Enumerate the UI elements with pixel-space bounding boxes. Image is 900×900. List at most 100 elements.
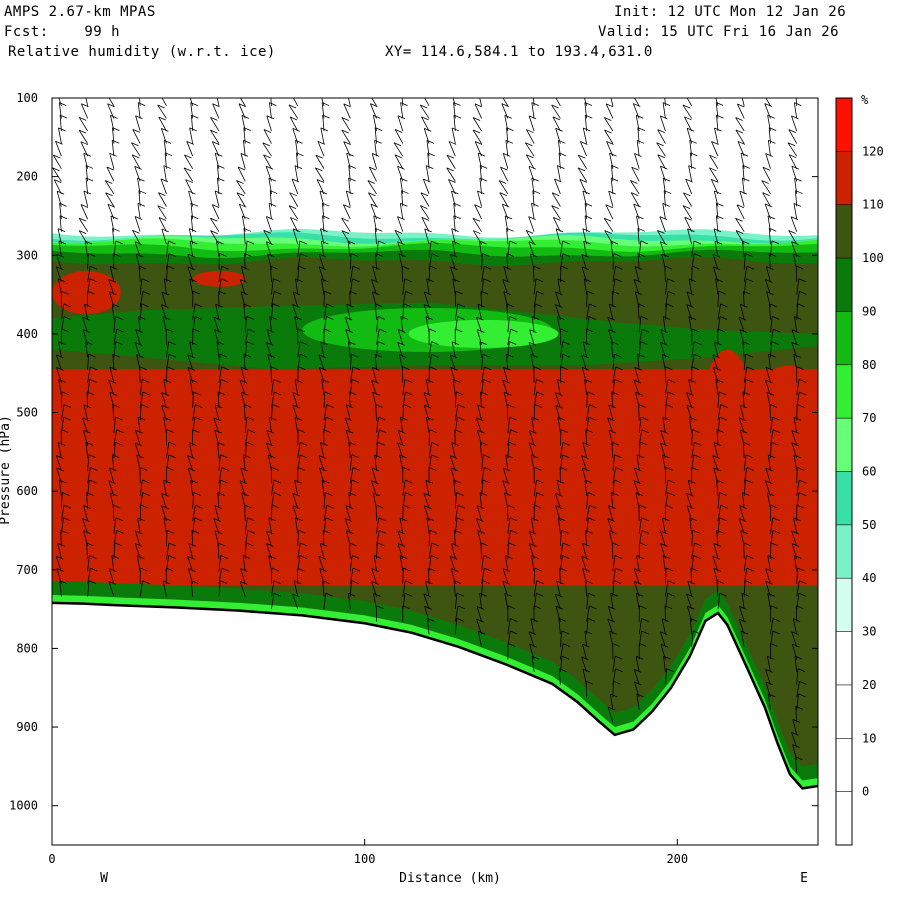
wind-barb-flag [604,129,612,134]
wind-barb [158,192,167,207]
wind-barb-flag [529,530,537,535]
wind-barb [57,543,62,559]
wind-barb-flag [665,504,673,509]
wind-barb [713,467,719,484]
wind-barb-flag [507,504,515,509]
wind-barb-flag [477,505,485,509]
wind-barb-flag [220,378,229,383]
wind-barb-flag [480,542,488,547]
wind-barb [263,230,272,245]
wind-barb [767,593,771,610]
rh-moist-region-9 [758,365,818,429]
wind-barb [764,379,771,396]
wind-barb-flag [214,329,222,333]
wind-barb-flag [555,593,563,598]
wind-barb-flag [373,114,381,119]
wind-barb-flag [454,529,462,534]
wind-barb [481,454,484,471]
wind-barb-flag [739,606,747,610]
wind-barb-flag [714,90,721,93]
wind-barb-flag [610,592,618,597]
wind-barb-flag [294,165,303,169]
wind-barb [691,429,693,446]
wind-barb [210,230,220,245]
wind-barb-flag [531,555,539,559]
wind-barb [192,505,196,522]
wind-barb-flag [740,303,748,308]
wind-barb-flag [221,366,229,371]
wind-barb [135,253,141,270]
wind-barb [551,104,561,119]
wind-barb [794,316,798,333]
wind-barb [428,454,432,471]
wind-barb-flag [692,265,700,270]
wind-barb-flag [322,529,331,534]
east-label: E [800,871,808,886]
wind-barb-flag [745,454,754,459]
wind-barb [770,618,774,635]
wind-barb-flag [115,316,123,320]
wind-barb-flag [712,354,721,359]
wind-barb-flag [684,216,692,221]
wind-barb-flag [694,542,702,547]
wind-barb-flag [526,129,534,133]
wind-barb [559,567,561,584]
wind-barb [349,253,352,270]
wind-barb-flag [161,505,169,510]
wind-barb [558,668,561,685]
wind-barb-flag [137,202,146,207]
wind-barb [322,215,325,232]
wind-barb-flag [271,466,279,471]
wind-barb-flag [637,127,646,132]
wind-barb-flag [716,114,724,119]
wind-barb-flag [84,240,93,245]
wind-barb-flag [560,366,568,371]
wind-barb-flag [448,179,456,183]
wind-barb [581,556,588,572]
wind-barb [502,379,509,396]
wind-barb-flag [215,303,223,308]
wind-barb [215,304,220,320]
wind-barb-flag [506,127,514,132]
wind-barb-flag [142,580,150,585]
wind-barb-flag [424,291,432,296]
wind-barb [659,216,666,232]
wind-barb-flag [689,416,697,421]
wind-barb [582,568,588,585]
wind-barb-flag [589,404,597,408]
wind-barb-flag [243,303,251,308]
wind-barb [55,556,62,572]
wind-barb [375,253,377,270]
wind-barb-flag [608,329,616,333]
wind-barb [714,341,719,358]
wind-barb-flag [660,429,668,434]
y-tick-label: 500 [16,406,38,420]
wind-barb-flag [682,104,691,109]
wind-barb [81,103,89,119]
wind-barb-flag [663,655,671,660]
wind-barb-flag [536,379,544,383]
wind-barb-flag [740,152,749,157]
wind-barb [559,643,564,660]
wind-barb-flag [344,417,353,422]
wind-barb-flag [762,166,771,171]
wind-barb [528,342,535,358]
wind-barb [582,341,588,358]
wind-barb [161,98,167,107]
wind-barb-flag [612,290,620,295]
wind-barb-flag [164,278,172,283]
wind-barb [768,253,771,270]
wind-barb [376,517,380,534]
wind-barb [793,517,798,534]
wind-barb [290,217,299,232]
wind-barb [717,593,721,610]
wind-barb [268,517,272,534]
colorbar-box [836,311,852,365]
wind-barb [659,342,666,358]
wind-barb-flag [83,190,92,195]
wind-barb [742,341,745,358]
wind-barb-flag [767,215,776,220]
wind-barb [113,417,116,434]
wind-barb-flag [425,580,433,585]
wind-barb-flag [635,291,643,296]
